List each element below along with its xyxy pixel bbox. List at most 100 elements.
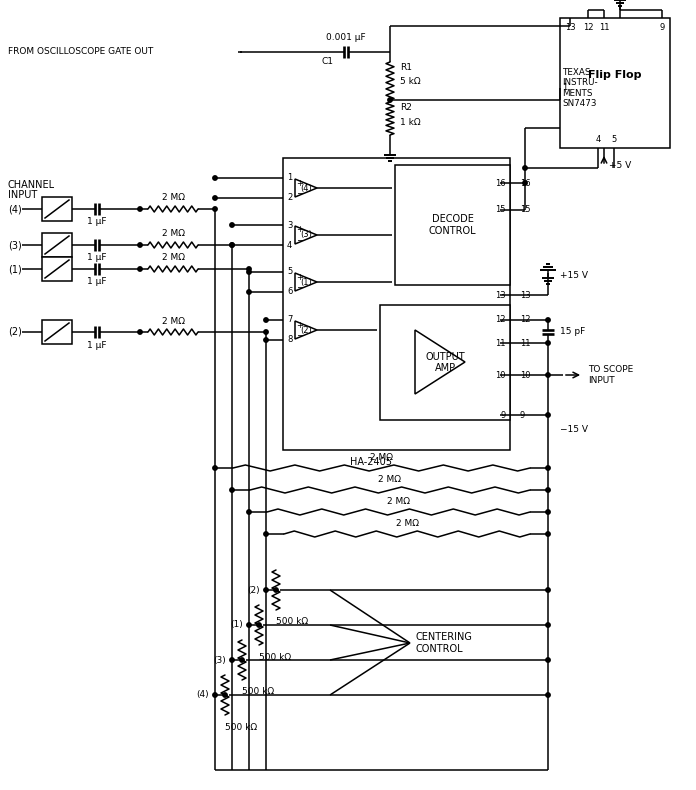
Circle shape: [247, 623, 251, 627]
Text: 7: 7: [287, 315, 292, 325]
Text: 12: 12: [520, 315, 530, 325]
Text: 11: 11: [496, 338, 506, 348]
Circle shape: [546, 318, 551, 322]
Text: (2): (2): [8, 327, 22, 337]
Text: −: −: [296, 189, 303, 198]
Text: 2 MΩ: 2 MΩ: [161, 254, 184, 262]
Circle shape: [388, 98, 393, 102]
Text: 1 μF: 1 μF: [87, 277, 106, 287]
Text: 9: 9: [520, 411, 525, 419]
Circle shape: [264, 318, 268, 322]
Text: 2 MΩ: 2 MΩ: [161, 194, 184, 202]
Circle shape: [240, 658, 244, 662]
Text: 6: 6: [287, 288, 292, 296]
Text: 11: 11: [520, 338, 530, 348]
Text: −: −: [296, 235, 303, 244]
Text: (4): (4): [300, 183, 312, 193]
Circle shape: [247, 267, 251, 271]
Circle shape: [523, 166, 527, 170]
Text: (1): (1): [230, 620, 243, 630]
Text: CENTERING
CONTROL: CENTERING CONTROL: [415, 632, 472, 654]
Text: 1 μF: 1 μF: [87, 217, 106, 227]
Text: 1: 1: [562, 84, 568, 92]
Circle shape: [257, 623, 261, 627]
Text: −: −: [296, 283, 303, 292]
Text: +15 V: +15 V: [560, 270, 588, 280]
Circle shape: [223, 693, 227, 698]
Text: TEXAS
INSTRU-
MENTS
SN7473: TEXAS INSTRU- MENTS SN7473: [562, 68, 598, 108]
Text: R2: R2: [400, 103, 412, 112]
Text: 2 MΩ: 2 MΩ: [161, 230, 184, 239]
Text: TO SCOPE
INPUT: TO SCOPE INPUT: [588, 365, 633, 385]
Bar: [42, 320, 72, 344]
Text: 15 pF: 15 pF: [560, 327, 585, 336]
Bar: [283, 158, 510, 450]
Text: 5: 5: [611, 134, 617, 144]
Text: OUTPUT
AMP: OUTPUT AMP: [425, 352, 465, 374]
Text: R1: R1: [400, 62, 412, 72]
Circle shape: [264, 329, 268, 334]
Text: 9: 9: [659, 22, 665, 32]
Text: DECODE
CONTROL: DECODE CONTROL: [429, 214, 476, 235]
Text: (1): (1): [8, 264, 22, 274]
Circle shape: [264, 338, 268, 342]
Text: +5 V: +5 V: [609, 161, 631, 171]
Text: 0.001 μF: 0.001 μF: [326, 33, 366, 43]
Text: 1: 1: [287, 174, 292, 182]
Text: 2 MΩ: 2 MΩ: [370, 453, 393, 461]
Text: 2 MΩ: 2 MΩ: [379, 475, 402, 483]
Text: 13: 13: [564, 22, 576, 32]
Circle shape: [247, 290, 251, 294]
Circle shape: [264, 532, 268, 536]
Bar: [395, 165, 510, 285]
Text: 500 kΩ: 500 kΩ: [276, 618, 308, 626]
Text: 500 kΩ: 500 kΩ: [242, 687, 274, 697]
Text: HA-2405: HA-2405: [350, 457, 392, 467]
Text: (4): (4): [8, 204, 22, 214]
Circle shape: [546, 658, 551, 662]
Text: 12: 12: [496, 315, 506, 325]
Text: 500 kΩ: 500 kΩ: [225, 723, 257, 732]
Text: (3): (3): [213, 656, 226, 664]
Circle shape: [523, 181, 527, 185]
Text: 1 kΩ: 1 kΩ: [400, 118, 420, 127]
Circle shape: [546, 413, 551, 417]
Text: C1: C1: [321, 58, 333, 66]
Circle shape: [230, 658, 234, 662]
Circle shape: [138, 207, 142, 211]
Circle shape: [213, 466, 217, 470]
Bar: [42, 233, 72, 257]
Circle shape: [546, 466, 551, 470]
Circle shape: [230, 487, 234, 492]
Text: 16: 16: [520, 179, 530, 187]
Circle shape: [546, 340, 551, 345]
Text: 2 MΩ: 2 MΩ: [161, 317, 184, 325]
Text: 15: 15: [496, 205, 506, 215]
Circle shape: [546, 487, 551, 492]
Circle shape: [213, 207, 217, 211]
Circle shape: [138, 243, 142, 247]
Circle shape: [213, 176, 217, 180]
Text: 5 kΩ: 5 kΩ: [400, 77, 420, 85]
Text: 13: 13: [496, 291, 506, 299]
Text: 1 μF: 1 μF: [87, 340, 106, 349]
Circle shape: [546, 532, 551, 536]
Text: +: +: [296, 321, 303, 329]
Text: 5: 5: [287, 268, 292, 276]
Bar: [42, 257, 72, 281]
Text: 8: 8: [287, 336, 292, 344]
Text: 12: 12: [583, 22, 593, 32]
Text: 10: 10: [496, 371, 506, 379]
Circle shape: [138, 329, 142, 334]
Circle shape: [546, 510, 551, 514]
Bar: [560, 18, 670, 148]
Circle shape: [247, 270, 251, 274]
Text: 13: 13: [520, 291, 530, 299]
Text: 11: 11: [599, 22, 609, 32]
Text: +: +: [296, 273, 303, 281]
Text: 500 kΩ: 500 kΩ: [259, 653, 291, 661]
Text: −15 V: −15 V: [560, 426, 588, 434]
Text: 16: 16: [496, 179, 506, 187]
Text: +: +: [296, 225, 303, 235]
Bar: [380, 305, 510, 420]
